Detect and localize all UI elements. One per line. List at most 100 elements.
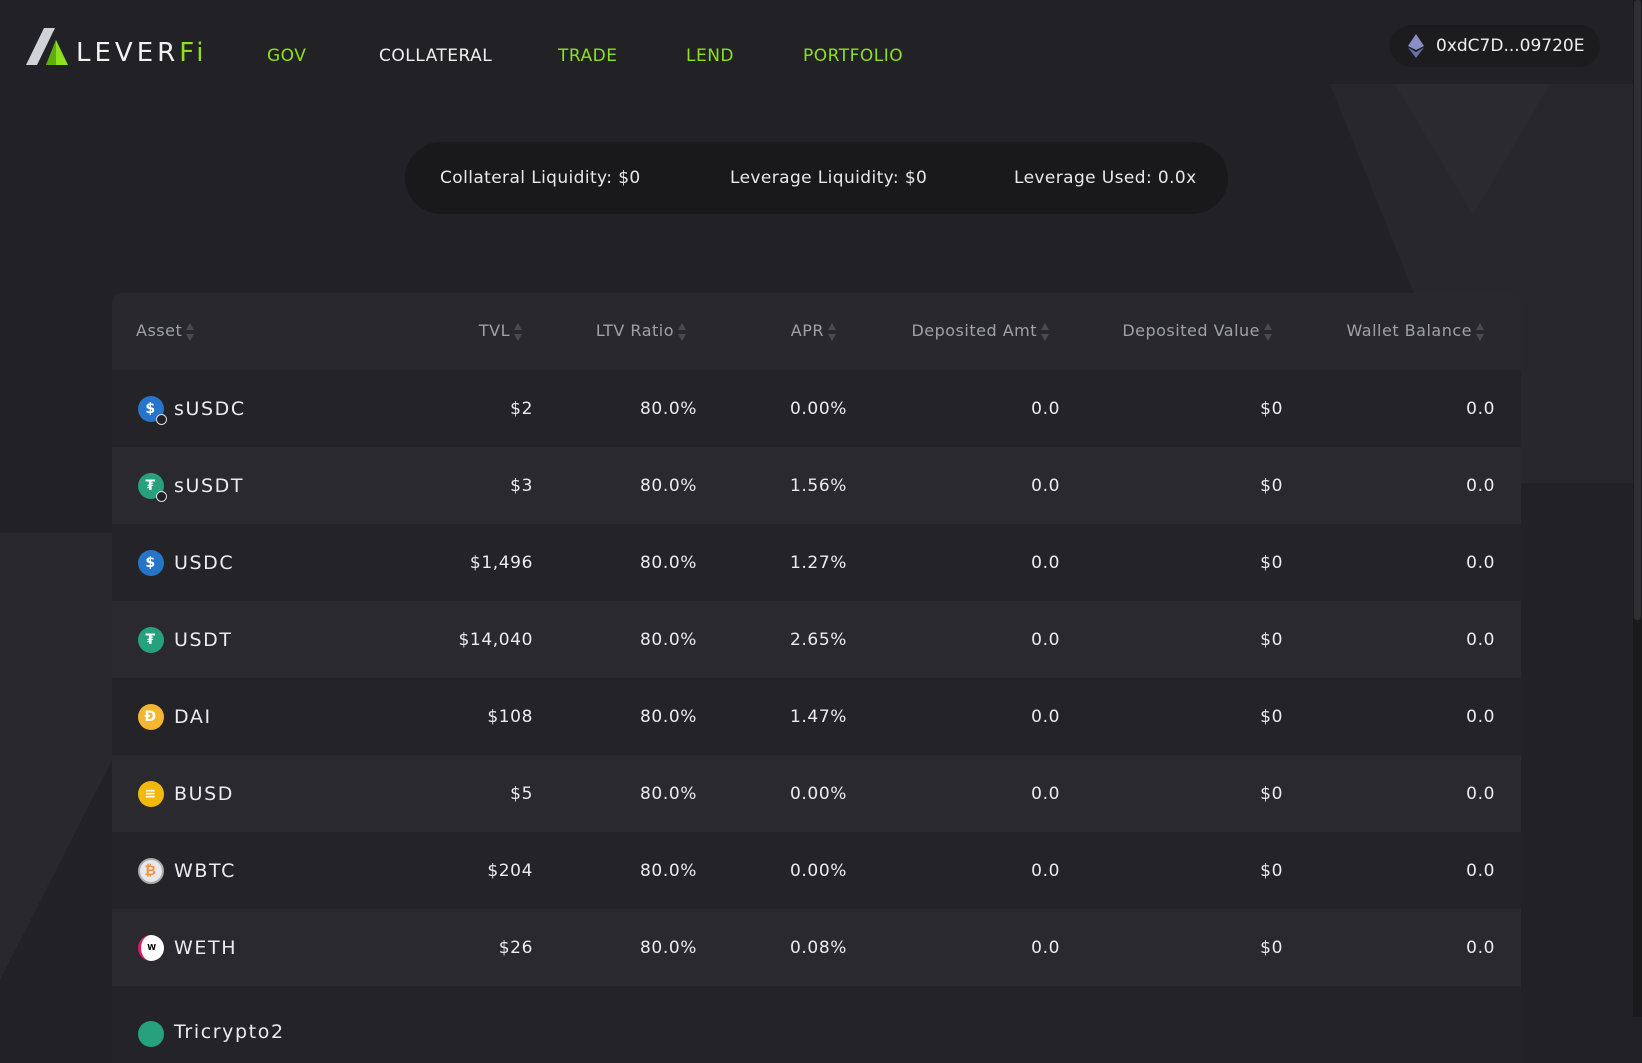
- apr-cell: 1.56%: [789, 475, 847, 496]
- usdt-icon: ₮: [138, 626, 164, 653]
- dep-value-cell: $0: [1260, 783, 1283, 804]
- wallet-cell: 0.0: [1466, 706, 1495, 727]
- dep-amt-cell: 0.0: [1031, 937, 1060, 958]
- dep-value-cell: $0: [1260, 552, 1283, 573]
- dep-amt-cell: 0.0: [1031, 475, 1060, 496]
- column-header-label: Deposited Amt: [911, 321, 1037, 341]
- usdt-staked-icon: ₮: [138, 472, 167, 502]
- table-row[interactable]: ₮ USDT $14,040 80.0% 2.65% 0.0 $0 0.0: [112, 601, 1521, 678]
- wallet-address: 0xdC7D...09720E: [1436, 36, 1585, 56]
- nav-collateral[interactable]: COLLATERAL: [379, 46, 493, 66]
- table-row[interactable]: ₮ sUSDT $3 80.0% 1.56% 0.0 $0 0.0: [112, 447, 1521, 524]
- wallet-cell: 0.0: [1466, 475, 1495, 496]
- leverfi-logo[interactable]: LEVERFi: [26, 26, 208, 66]
- column-header-label: TVL: [478, 321, 510, 341]
- tvl-cell: $3: [510, 475, 533, 496]
- wbtc-icon: ₿: [138, 857, 164, 884]
- dep-amt-cell: 0.0: [1031, 398, 1060, 419]
- column-header-deposited-value[interactable]: Deposited Value: [1060, 321, 1283, 342]
- sort-arrows-icon[interactable]: [1041, 322, 1050, 342]
- column-header-label: Wallet Balance: [1346, 321, 1472, 341]
- asset-cell: ₮ USDT: [112, 626, 412, 653]
- column-header-label: APR: [790, 321, 824, 341]
- asset-name: WETH: [174, 936, 238, 959]
- asset-cell: Tricrypto2: [112, 1003, 412, 1047]
- table-row[interactable]: ₿ WBTC $204 80.0% 0.00% 0.0 $0 0.0: [112, 832, 1521, 909]
- asset-name: USDT: [174, 628, 233, 651]
- leverage-liquidity: Leverage Liquidity: $0: [730, 168, 928, 188]
- asset-name: sUSDC: [174, 397, 246, 420]
- column-header-tvl[interactable]: TVL: [412, 321, 533, 342]
- staked-badge-icon: [156, 413, 167, 425]
- tvl-cell: $5: [510, 783, 533, 804]
- apr-cell: 1.27%: [789, 552, 847, 573]
- apr-cell: 2.65%: [789, 629, 847, 650]
- liquidity-summary-bar: Collateral Liquidity: $0 Leverage Liquid…: [405, 142, 1228, 214]
- apr-cell: 1.47%: [789, 706, 847, 727]
- dep-value-cell: $0: [1260, 629, 1283, 650]
- wallet-cell: 0.0: [1466, 937, 1495, 958]
- table-row[interactable]: W WETH $26 80.0% 0.08% 0.0 $0 0.0: [112, 909, 1521, 986]
- ltv-cell: 80.0%: [639, 629, 697, 650]
- dep-amt-cell: 0.0: [1031, 706, 1060, 727]
- ltv-cell: 80.0%: [639, 937, 697, 958]
- usdc-staked-icon: $: [138, 395, 167, 425]
- sort-arrows-icon[interactable]: [1264, 322, 1273, 342]
- asset-cell: ₿ WBTC: [112, 857, 412, 884]
- asset-name: DAI: [174, 705, 212, 728]
- table-row[interactable]: ≡ BUSD $5 80.0% 0.00% 0.0 $0 0.0: [112, 755, 1521, 832]
- apr-cell: 0.00%: [789, 783, 847, 804]
- asset-cell: ≡ BUSD: [112, 780, 412, 807]
- ethereum-icon: [1408, 34, 1424, 58]
- column-header-deposited-amt[interactable]: Deposited Amt: [847, 321, 1060, 342]
- table-header-row: Asset TVL LTV Ratio APR Deposited Amt Deposit…: [112, 293, 1521, 370]
- column-header-label: LTV Ratio: [595, 321, 674, 341]
- sort-arrows-icon[interactable]: [514, 322, 523, 342]
- ltv-cell: 80.0%: [639, 860, 697, 881]
- column-header-wallet-balance[interactable]: Wallet Balance: [1283, 321, 1495, 342]
- tvl-cell: $108: [487, 706, 533, 727]
- tricrypto-icon: [138, 1020, 164, 1047]
- table-row[interactable]: Tricrypto2: [112, 986, 1521, 1063]
- nav-lend[interactable]: LEND: [686, 46, 735, 66]
- wallet-cell: 0.0: [1466, 860, 1495, 881]
- scrollbar-thumb[interactable]: [1634, 0, 1641, 620]
- sort-arrows-icon[interactable]: [678, 322, 687, 342]
- logo-text: LEVERFi: [76, 38, 208, 68]
- page-scrollbar[interactable]: [1633, 0, 1642, 1017]
- weth-icon: W: [138, 934, 164, 961]
- logo-mark-icon: [26, 28, 68, 65]
- asset-cell: $ sUSDC: [112, 395, 412, 425]
- dep-value-cell: $0: [1260, 937, 1283, 958]
- wallet-button[interactable]: 0xdC7D...09720E: [1390, 25, 1600, 67]
- ltv-cell: 80.0%: [639, 706, 697, 727]
- ltv-cell: 80.0%: [639, 552, 697, 573]
- asset-name: BUSD: [174, 782, 235, 805]
- sort-arrows-icon[interactable]: [1476, 322, 1485, 342]
- column-header-ltv-ratio[interactable]: LTV Ratio: [533, 321, 697, 342]
- ltv-cell: 80.0%: [639, 783, 697, 804]
- apr-cell: 0.00%: [789, 398, 847, 419]
- column-header-apr[interactable]: APR: [697, 321, 847, 342]
- asset-name: WBTC: [174, 859, 236, 882]
- tvl-cell: $1,496: [469, 552, 533, 573]
- nav-gov[interactable]: GOV: [267, 46, 307, 66]
- table-row[interactable]: $ sUSDC $2 80.0% 0.00% 0.0 $0 0.0: [112, 370, 1521, 447]
- wallet-cell: 0.0: [1466, 398, 1495, 419]
- column-header-asset[interactable]: Asset: [112, 321, 412, 342]
- dep-value-cell: $0: [1260, 398, 1283, 419]
- collateral-assets-table: Asset TVL LTV Ratio APR Deposited Amt Deposit…: [112, 293, 1521, 1063]
- nav-trade[interactable]: TRADE: [558, 46, 618, 66]
- asset-name: Tricrypto2: [174, 1020, 285, 1043]
- dep-amt-cell: 0.0: [1031, 552, 1060, 573]
- asset-cell: ₮ sUSDT: [112, 472, 412, 502]
- sort-arrows-icon[interactable]: [186, 322, 195, 342]
- top-navigation-bar: LEVERFi GOV COLLATERAL TRADE LEND PORTFO…: [0, 0, 1633, 84]
- sort-arrows-icon[interactable]: [828, 322, 837, 342]
- table-row[interactable]: $ USDC $1,496 80.0% 1.27% 0.0 $0 0.0: [112, 524, 1521, 601]
- nav-portfolio[interactable]: PORTFOLIO: [803, 46, 904, 66]
- column-header-label: Deposited Value: [1122, 321, 1260, 341]
- table-row[interactable]: Đ DAI $108 80.0% 1.47% 0.0 $0 0.0: [112, 678, 1521, 755]
- dep-amt-cell: 0.0: [1031, 860, 1060, 881]
- dep-value-cell: $0: [1260, 475, 1283, 496]
